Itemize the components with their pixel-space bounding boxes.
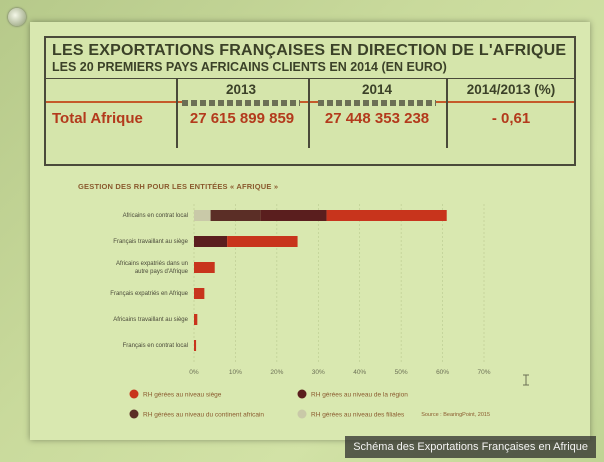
chart-title: GESTION DES RH POUR LES ENTITÉES « AFRIQ… [78,182,279,191]
x-tick-label: 0% [189,369,199,376]
bar-segment [210,210,261,221]
table-divider [176,78,178,148]
category-label: Français travaillant au siège [113,239,188,245]
bar-segment [326,210,447,221]
bar-segment [227,236,298,247]
value-ratio: - 0,61 [491,110,531,127]
category-label: Africains en contrat local [123,213,188,219]
row-label: Total Afrique [52,110,143,127]
table-divider [446,78,448,148]
bar-chart-svg: 0% 10% 20% 30% 40% 50% 60% 70% Africains en cont… [110,204,491,419]
text-cursor-icon [523,374,529,386]
hr-chart: GESTION DES RH POUR LES ENTITÉES « AFRIQ… [60,182,520,432]
table-subtitle: LES 20 PREMIERS PAYS AFRICAINS CLIENTS E… [52,60,447,74]
bar-segment [194,314,198,325]
category-label: Français expatriés en Afrique [110,291,188,297]
bar-segment [194,340,197,351]
legend-label: RH gérées au niveau siège [143,392,222,399]
chart-source: Source : BearingPoint, 2015 [421,412,490,418]
x-tick-label: 20% [270,369,283,376]
exports-table: LES EXPORTATIONS FRANÇAISES EN DIRECTION… [44,36,576,166]
x-tick-label: 50% [395,369,408,376]
bar-segment [194,262,215,273]
image-caption: Schéma des Exportations Françaises en Af… [345,436,596,458]
legend-swatch [129,389,139,399]
legend-label: RH gérées au niveau du continent africai… [143,412,264,419]
category-label: Africains travaillant au siège [113,317,188,323]
value-2014: 27 448 353 238 [324,110,430,127]
table-divider [308,78,310,148]
bar-segment [194,236,228,247]
header-2014: 2014 [361,82,393,97]
table-title: LES EXPORTATIONS FRANÇAISES EN DIRECTION… [52,42,567,59]
header-ratio: 2014/2013 (%) [466,82,556,97]
bar-segment [194,210,211,221]
table-header-row: 2013 2014 2014/2013 (%) [46,78,574,103]
bar-segment [194,288,205,299]
legend-swatch [297,389,307,399]
x-tick-label: 70% [477,369,490,376]
x-tick-label: 40% [353,369,366,376]
cropped-row-artifact [318,100,436,106]
x-tick-label: 10% [229,369,242,376]
header-2013: 2013 [225,82,257,97]
x-tick-label: 30% [312,369,325,376]
pushpin-icon [8,8,26,26]
table-row: Total Afrique 27 615 899 859 27 448 353 … [46,102,574,144]
cropped-row-artifact [182,100,300,106]
poster-sheet: LES EXPORTATIONS FRANÇAISES EN DIRECTION… [30,22,590,440]
category-label: autre pays d'Afrique [135,269,189,275]
legend-swatch [297,409,307,419]
category-label: Africains expatriés dans un [116,261,188,267]
value-2013: 27 615 899 859 [189,110,295,127]
legend-label: RH gérées au niveau des filiales [311,412,405,419]
legend-swatch [129,409,139,419]
category-label: Français en contrat local [123,343,188,349]
legend-label: RH gérées au niveau de la région [311,392,408,399]
bar-segment [260,210,327,221]
x-tick-label: 60% [436,369,449,376]
